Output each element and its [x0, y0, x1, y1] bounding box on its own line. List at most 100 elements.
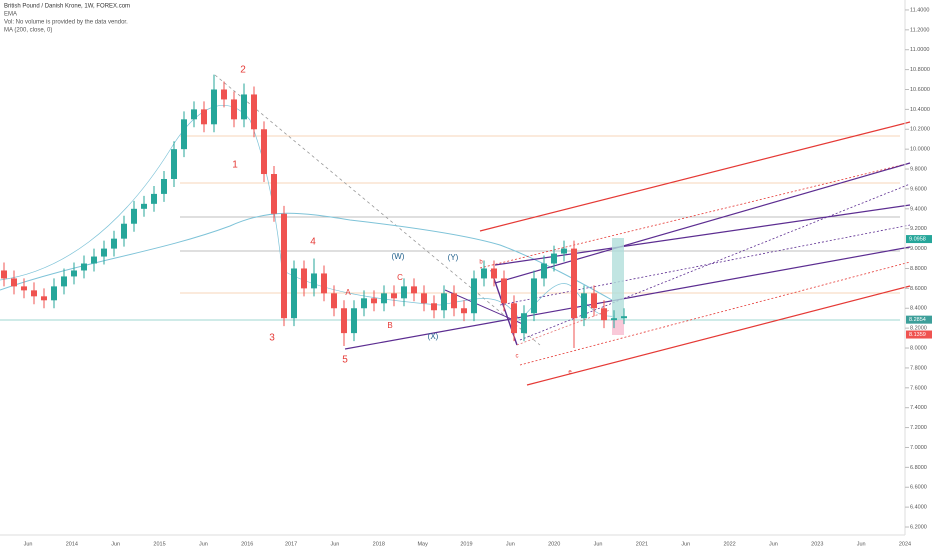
- wave-label: c: [516, 354, 519, 360]
- x-tick-label: 2017: [285, 541, 297, 547]
- y-tick-label: 8.2000: [910, 326, 927, 332]
- wave-label: 2: [240, 65, 246, 76]
- x-tick-label: 2018: [373, 541, 385, 547]
- candle-body: [561, 248, 567, 254]
- y-tick-label: 10.0000: [910, 147, 930, 153]
- wave-label: (Y): [448, 253, 459, 262]
- wave-label: A: [345, 288, 351, 297]
- candle-body: [521, 313, 527, 334]
- y-tick-label: 9.2000: [910, 226, 927, 232]
- wave-label: 3: [269, 333, 275, 344]
- price-label-box: [906, 330, 932, 339]
- candle-body: [181, 119, 187, 150]
- candle-body: [11, 278, 17, 287]
- candle-body: [151, 193, 157, 204]
- x-tick-label: 2014: [66, 541, 78, 547]
- wave-label: b: [479, 260, 483, 266]
- x-tick-label: Jun: [769, 541, 778, 547]
- candle-body: [451, 293, 457, 309]
- candle-body: [361, 298, 367, 309]
- wave-label: 1: [232, 160, 238, 171]
- candle-body: [21, 286, 27, 291]
- y-tick-label: 11.0000: [910, 47, 929, 53]
- x-tick-label: Jun: [24, 541, 33, 547]
- x-tick-label: May: [417, 541, 428, 547]
- candle-body: [601, 308, 607, 321]
- candle-body: [101, 248, 107, 257]
- drawings: [0, 74, 911, 386]
- candle-body: [81, 263, 87, 271]
- candle-body: [611, 318, 617, 321]
- x-tick-label: Jun: [594, 541, 603, 547]
- price-label-box: [906, 315, 932, 324]
- x-tick-label: 2019: [460, 541, 472, 547]
- x-tick-label: 2024: [899, 541, 911, 547]
- candle-body: [171, 149, 177, 179]
- candle-body: [571, 248, 577, 319]
- y-tick-label: 9.8000: [910, 166, 927, 172]
- x-tick-label: Jun: [199, 541, 208, 547]
- price-label-box: [906, 235, 932, 244]
- y-tick-label: 8.6000: [910, 286, 927, 292]
- y-tick-label: 10.2000: [910, 127, 930, 133]
- x-tick-label: 2016: [241, 541, 253, 547]
- y-tick-label: 10.6000: [910, 87, 930, 93]
- candle-body: [351, 308, 357, 334]
- x-tick-label: 2023: [811, 541, 823, 547]
- x-tick-label: Jun: [857, 541, 866, 547]
- price-label: 8.1359: [909, 332, 926, 338]
- price-label: 8.2854: [909, 317, 926, 323]
- wave-label: (W): [392, 252, 405, 261]
- candle-body: [511, 303, 517, 334]
- candle-body: [411, 286, 417, 294]
- candle-body: [211, 89, 217, 125]
- candle-body: [141, 203, 147, 209]
- y-tick-label: 8.8000: [910, 266, 927, 272]
- y-tick-label: 10.8000: [910, 67, 930, 73]
- candle-body: [251, 94, 257, 130]
- chart-title: British Pound / Danish Krone, 1W, FOREX.…: [4, 4, 130, 10]
- x-tick-label: 2020: [548, 541, 560, 547]
- candle-body: [31, 290, 37, 297]
- wave-label: B: [387, 321, 392, 330]
- candle-body: [391, 293, 397, 299]
- wave-label: C: [397, 273, 403, 282]
- y-tick-label: 9.6000: [910, 186, 927, 192]
- candle-body: [551, 253, 557, 264]
- candle-body: [461, 308, 467, 314]
- candle-body: [581, 293, 587, 319]
- candle-body: [301, 268, 307, 289]
- candle-body: [201, 109, 207, 125]
- candle-body: [381, 293, 387, 304]
- y-tick-label: 9.4000: [910, 206, 927, 212]
- wave-label: e: [568, 370, 572, 376]
- candle-body: [161, 178, 167, 194]
- x-tick-label: Jun: [506, 541, 515, 547]
- y-tick-label: 7.4000: [910, 405, 927, 411]
- candle-body: [231, 99, 237, 120]
- y-tick-label: 8.4000: [910, 306, 927, 312]
- candle-body: [531, 278, 537, 314]
- candle-body: [91, 256, 97, 264]
- candle-body: [441, 293, 447, 311]
- candle-body: [111, 238, 117, 249]
- price-label: 9.0958: [909, 237, 926, 243]
- y-tick-label: 9.0000: [910, 246, 927, 252]
- candle-body: [501, 278, 507, 304]
- candle-body: [471, 278, 477, 314]
- y-tick-label: 7.8000: [910, 365, 927, 371]
- candle-body: [421, 293, 427, 304]
- candle-body: [51, 286, 57, 301]
- x-tick-label: 2015: [153, 541, 165, 547]
- candle-body: [431, 303, 437, 311]
- y-tick-label: 6.2000: [910, 524, 927, 530]
- y-tick-label: 7.0000: [910, 445, 927, 451]
- candle-body: [341, 308, 347, 334]
- candle-body: [621, 316, 627, 319]
- candle-body: [401, 286, 407, 299]
- x-tick-label: 2022: [723, 541, 735, 547]
- candle-body: [311, 273, 317, 289]
- wave-label: (X): [428, 332, 439, 341]
- candle-body: [241, 94, 247, 120]
- candle-body: [321, 273, 327, 294]
